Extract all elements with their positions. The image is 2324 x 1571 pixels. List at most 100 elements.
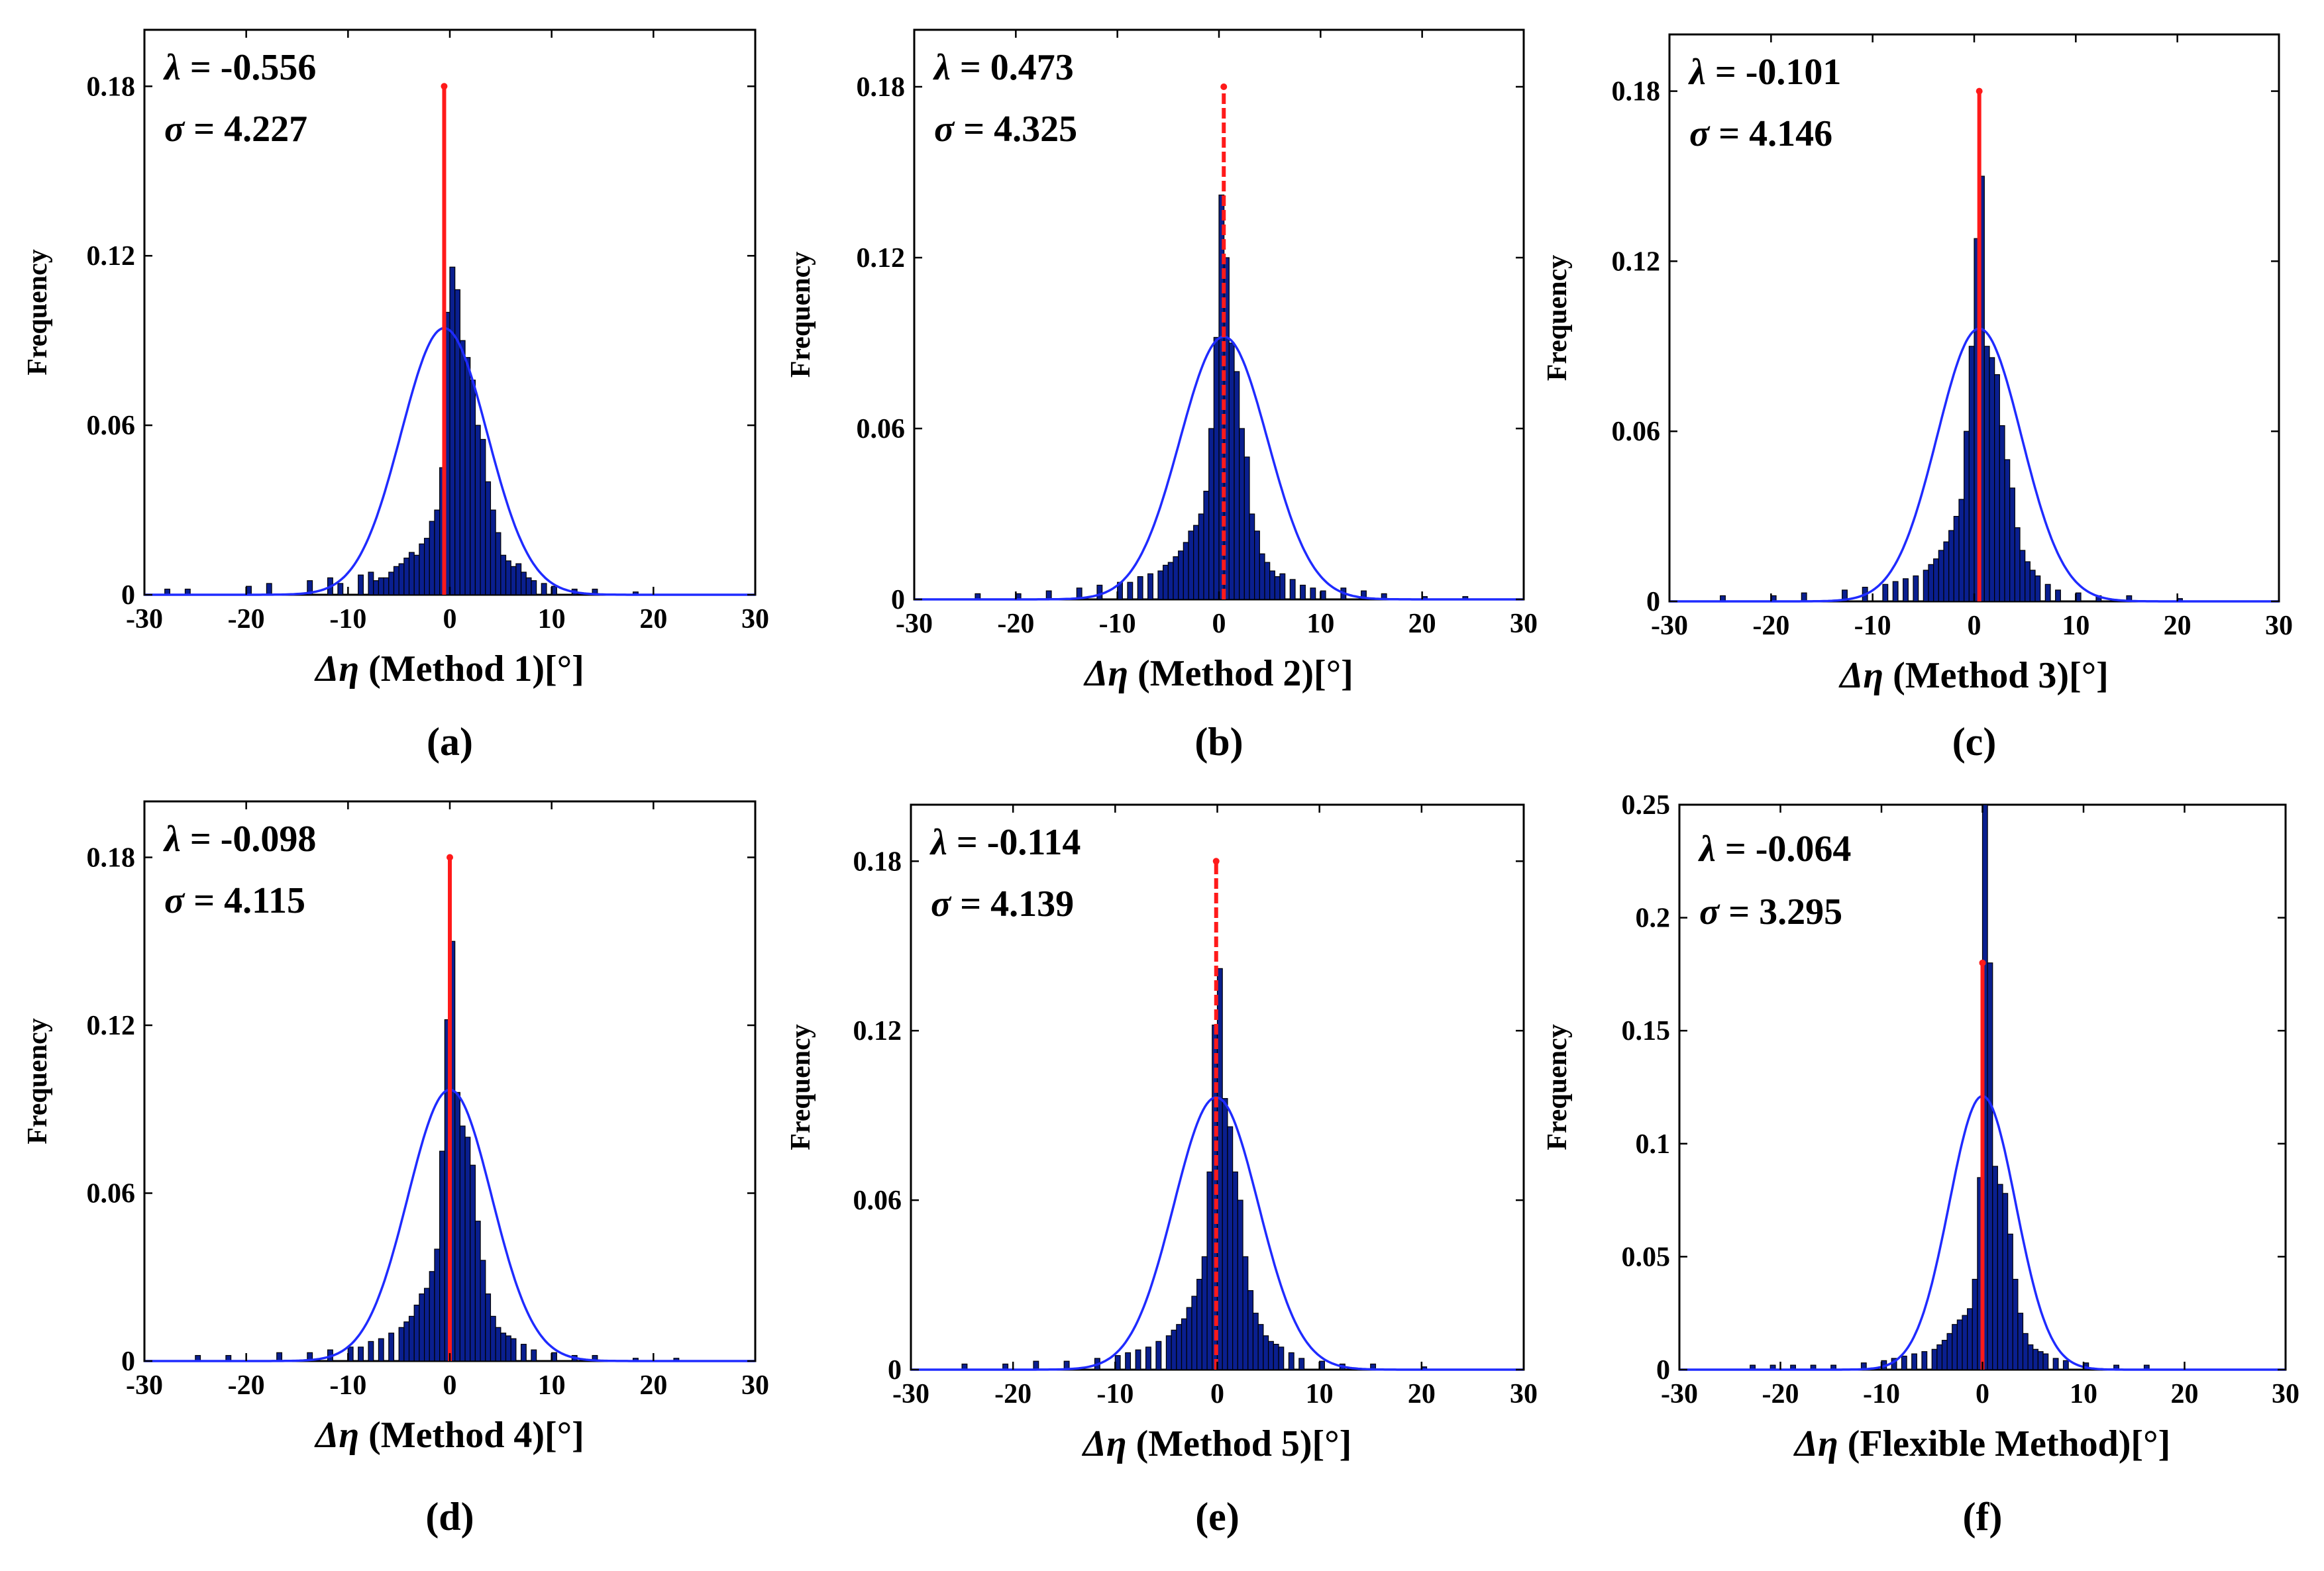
sigma-annotation: σ = 3.295 — [1699, 891, 1842, 933]
x-tick-label: 20 — [1408, 609, 1436, 639]
y-tick-label: 0.12 — [853, 1016, 902, 1046]
histogram-bar — [2012, 1278, 2019, 1370]
x-tick-label: -20 — [1752, 611, 1789, 641]
histogram-bar — [337, 583, 344, 595]
mean-line-cap — [1220, 83, 1228, 90]
histogram-bar — [368, 572, 374, 595]
histogram-bar — [1953, 515, 1960, 602]
x-tick-label: -30 — [1661, 1379, 1698, 1409]
histogram-bar — [2022, 1333, 2029, 1370]
histogram-bar — [1972, 1278, 1978, 1370]
histogram-bar — [2004, 459, 2011, 602]
histogram-bar — [1921, 1351, 1928, 1370]
histogram-bar — [383, 577, 390, 595]
lambda-annotation: λ = -0.064 — [1698, 829, 1851, 870]
y-axis-label: Frequency — [1542, 255, 1573, 381]
histogram-bar — [378, 1338, 384, 1362]
histogram-bar — [413, 1304, 420, 1362]
y-axis-label: Frequency — [23, 249, 53, 376]
x-tick-label: -30 — [1651, 611, 1688, 641]
histogram-bar — [388, 1333, 395, 1362]
x-tick-label: 10 — [1306, 1379, 1334, 1409]
histogram-bar — [1968, 346, 1975, 602]
histogram-bar — [1298, 1358, 1305, 1370]
histogram-bar — [398, 1327, 405, 1362]
histogram-bar — [1145, 1346, 1151, 1370]
histogram-bar — [1989, 357, 1995, 602]
sigma-value: = 4.325 — [963, 109, 1077, 150]
histogram-bar — [2009, 487, 2015, 602]
x-tick-label: 0 — [443, 604, 457, 634]
histogram-bar — [1237, 1199, 1243, 1370]
sigma-symbol: σ — [934, 109, 963, 150]
histogram-bar — [459, 340, 466, 595]
histogram-bar — [1956, 1319, 1963, 1370]
histogram-bar — [1967, 1308, 1973, 1370]
lambda-symbol: λ — [1698, 829, 1725, 870]
histogram-bar — [1243, 456, 1250, 600]
x-axis-label: Δη (Flexible Method)[°] — [1793, 1423, 2170, 1464]
sigma-symbol: σ — [1689, 113, 1718, 154]
x-tick-label: -30 — [892, 1379, 929, 1409]
histogram-bar — [470, 380, 476, 595]
y-tick-label: 0.12 — [857, 243, 906, 274]
histogram-bar — [449, 266, 456, 595]
histogram-bar — [464, 1137, 471, 1362]
histogram-bar — [531, 1349, 537, 1362]
x-tick-label: -10 — [329, 604, 366, 634]
histogram-bar — [1171, 1329, 1177, 1370]
sigma-value: = 4.139 — [960, 884, 1074, 925]
x-axis-label: Δη (Method 2)[°] — [1083, 653, 1353, 694]
x-tick-label: 20 — [1408, 1379, 1436, 1409]
histogram-bar — [2037, 1351, 2044, 1370]
histogram-bar — [495, 1327, 502, 1362]
histogram-bar — [1232, 1171, 1238, 1370]
histogram-bar — [541, 583, 547, 595]
x-axis-symbol: Δη — [1083, 653, 1128, 694]
histogram-bar — [2062, 1360, 2069, 1370]
x-axis-method: (Method 1)[°] — [359, 648, 584, 689]
histogram-bar — [495, 532, 502, 595]
histogram-bar — [2025, 561, 2031, 602]
histogram-bar — [490, 509, 496, 595]
histogram-bar — [408, 1315, 415, 1362]
histogram-bar — [1222, 1097, 1228, 1370]
sigma-symbol: σ — [1699, 891, 1728, 933]
histogram-bar — [2042, 1353, 2049, 1370]
lambda-annotation: λ = -0.114 — [929, 822, 1081, 863]
histogram-bar — [2027, 1344, 2034, 1370]
sigma-value: = 4.227 — [193, 109, 307, 150]
x-tick-label: 0 — [1976, 1379, 1989, 1409]
y-axis-label: Frequency — [23, 1018, 53, 1144]
x-axis-label: Δη (Method 4)[°] — [314, 1415, 584, 1456]
histogram-bar — [2055, 589, 2061, 602]
histogram-bar — [1203, 490, 1210, 600]
x-tick-label: 30 — [1510, 1379, 1538, 1409]
sigma-annotation: σ = 4.325 — [934, 109, 1077, 150]
x-axis-symbol: Δη — [1082, 1423, 1127, 1464]
histogram-bar — [1201, 1256, 1208, 1370]
histogram-bar — [1274, 576, 1281, 600]
histogram-bar — [1213, 336, 1220, 600]
lambda-value: = -0.101 — [1715, 52, 1842, 93]
histogram-bar — [1135, 1349, 1141, 1370]
histogram-bar — [2002, 1193, 2009, 1370]
histogram-bar — [1941, 1340, 1948, 1370]
histogram-bar — [1193, 525, 1199, 600]
histogram-bar — [1249, 513, 1255, 600]
chart-panel-d: -30 -20 -10 0 10 20 30 0 0.06 0.12 0.18 Frequency Δη… — [23, 800, 769, 1539]
panel-caption: (d) — [425, 1495, 474, 1539]
histogram-bar — [1278, 1346, 1285, 1370]
histogram-bar — [358, 1346, 364, 1362]
mean-line-cap — [441, 83, 448, 90]
lambda-annotation: λ = -0.098 — [163, 819, 316, 860]
x-tick-label: 0 — [1210, 1379, 1224, 1409]
histogram-bar — [434, 1248, 441, 1362]
histogram-bar — [505, 560, 511, 595]
y-tick-label: 0 — [888, 1355, 902, 1386]
lambda-annotation: λ = 0.473 — [933, 47, 1074, 88]
histogram-bar — [1165, 1335, 1172, 1370]
y-tick-label: 0.18 — [87, 72, 136, 102]
x-tick-label: 0 — [443, 1370, 457, 1401]
histogram-bar — [1127, 582, 1134, 600]
